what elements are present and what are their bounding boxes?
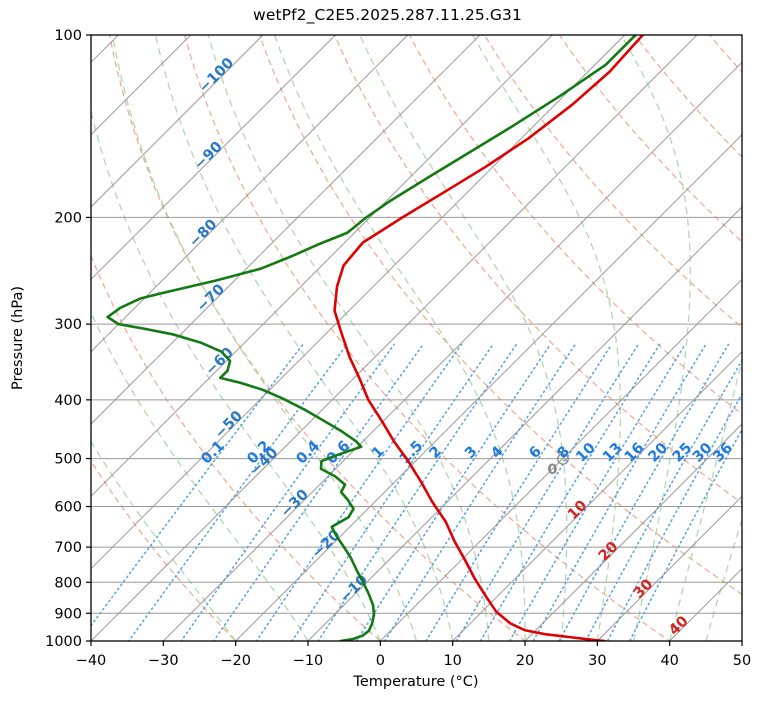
page-title: wetPf2_C2E5.2025.287.11.25.G31 [253,6,522,24]
x-tick-label: 50 [733,653,751,669]
x-tick-label: 10 [443,653,461,669]
y-tick-label: 400 [54,393,82,409]
x-tick-label: −30 [148,653,179,669]
x-tick-label: −40 [76,653,107,669]
y-tick-label: 1000 [45,634,82,650]
y-tick-label: 200 [54,210,82,226]
plot-background [91,35,742,641]
y-tick-label: 500 [54,452,82,468]
plot-border [90,34,743,642]
isobar-lines [91,35,742,641]
y-axis-label: Pressure (hPa) [10,286,26,390]
y-tick-label: 100 [54,28,82,44]
mixing-ratio-lines [91,343,742,641]
x-tick-label: 30 [588,653,606,669]
x-tick-label: 20 [516,653,534,669]
sounding-profiles [106,35,645,641]
y-tick-label: 800 [54,575,82,591]
isotherm-label-zero: 0 [547,462,557,478]
isotherm-lines [91,35,742,641]
y-axis-ticks: 100 200 300 400 500 600 700 800 900 1000 [45,28,91,650]
y-tick-label: 600 [54,500,82,516]
zero-isotherm-label-circle [557,453,569,465]
y-tick-label: 900 [54,606,82,622]
profile-dewpoint [106,35,637,641]
x-tick-label: −10 [293,653,324,669]
x-tick-label: −20 [220,653,251,669]
y-tick-label: 300 [54,317,82,333]
x-tick-label: 0 [376,653,385,669]
y-tick-label: 700 [54,540,82,556]
x-tick-label: 40 [660,653,678,669]
x-axis-ticks: −40 −30 −20 −10 0 10 20 30 40 50 [76,641,751,669]
x-axis-label: Temperature (°C) [352,674,478,690]
profile-temperature [333,35,645,641]
